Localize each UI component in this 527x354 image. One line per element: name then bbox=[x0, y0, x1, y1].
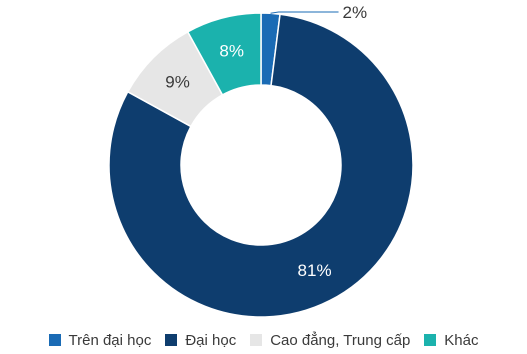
label-dai-hoc: 81% bbox=[298, 261, 332, 280]
legend: Trên đại học Đại học Cao đẳng, Trung cấp… bbox=[0, 330, 527, 350]
slice-khac bbox=[186, 12, 262, 96]
legend-label: Đại học bbox=[185, 331, 237, 349]
leader-line bbox=[270, 11, 339, 14]
legend-item-dai-hoc: Đại học bbox=[165, 332, 236, 349]
legend-swatch bbox=[250, 334, 263, 346]
legend-item-cao-dang-trung-cap: Cao đẳng, Trung cấp bbox=[250, 332, 410, 349]
legend-item-tren-dai-hoc: Trên đại học bbox=[48, 331, 152, 349]
slice-dai-hoc bbox=[108, 13, 414, 318]
label-tren-dai-hoc: 2% bbox=[343, 3, 368, 22]
legend-item-khac: Khác bbox=[424, 331, 479, 349]
label-khac: 8% bbox=[219, 42, 244, 61]
legend-label: Trên đại học bbox=[68, 331, 152, 349]
legend-swatch bbox=[165, 334, 178, 346]
legend-swatch bbox=[424, 334, 437, 346]
legend-label: Khác bbox=[444, 331, 479, 349]
legend-swatch bbox=[48, 334, 61, 346]
label-cao-dang-trung-cap: 9% bbox=[165, 73, 190, 92]
legend-label: Cao đẳng, Trung cấp bbox=[270, 331, 411, 349]
donut-chart: 2% 81% 9% 8% bbox=[108, 3, 414, 318]
